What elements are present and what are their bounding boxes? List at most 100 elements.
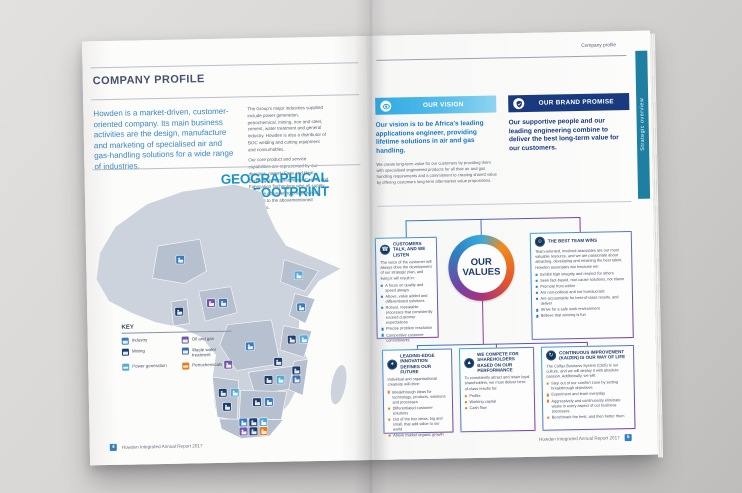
- banner-row: OUR VISION OUR BRAND PROMISE: [375, 92, 630, 115]
- right-page: Company profile Strategic overview OUR V…: [365, 30, 659, 460]
- value-box-title: LEADING-EDGE INNOVATION DEFINES OUR FUTU…: [400, 352, 435, 375]
- value-box-bullets: Exhibit high integrity and respect for o…: [535, 270, 628, 318]
- petrochemicals-marker-icon: [259, 427, 268, 436]
- open-annual-report: COMPANY PROFILE Howden is a market-drive…: [81, 30, 659, 466]
- key-label: Petrochemicals: [192, 361, 223, 367]
- value-box-kaizen: ↻ CONTINUOUS IMPROVEMENT (KAIZEN) IS OUR…: [540, 344, 636, 431]
- customers-talk-icon: ☎: [379, 244, 391, 255]
- value-box-title: CONTINUOUS IMPROVEMENT (KAIZEN) IS OUR W…: [559, 349, 626, 361]
- value-box-body: To consistently attract and retain loyal…: [464, 374, 530, 391]
- divider: [377, 200, 632, 207]
- key-item: Industry: [121, 337, 174, 345]
- power-marker-icon: [276, 375, 285, 384]
- vision-body-text: We create long-term value for our custom…: [376, 159, 497, 185]
- eye-icon: [380, 100, 392, 112]
- key-items: Industry Mining Power generation Oil and ga…: [121, 336, 234, 371]
- mining-marker-icon: [252, 398, 262, 407]
- industry-icon: [121, 337, 129, 345]
- value-box-bullets: Breakthrough ideas for technology, produ…: [388, 388, 449, 438]
- page-number: 5: [624, 434, 632, 442]
- team-icon: ☺: [534, 236, 546, 247]
- left-page: COMPANY PROFILE Howden is a market-drive…: [81, 36, 375, 466]
- mining-icon: [121, 348, 130, 356]
- divider: [90, 62, 359, 69]
- bullet-item: Benchmark the best, and then better them: [547, 413, 630, 420]
- bullet-item: Cash flow: [465, 404, 530, 410]
- performance-icon: ▲: [464, 357, 475, 368]
- mining-marker-icon: [287, 335, 296, 344]
- vision-column: Our vision is to be Africa's leading app…: [376, 120, 498, 186]
- africa-map: [87, 176, 370, 443]
- bullet-item: Out of the box ideas, big and small, tha…: [388, 416, 448, 432]
- key-label: Mining: [131, 348, 145, 354]
- key-item: Petrochemicals: [182, 361, 234, 370]
- industry-marker-icon: [176, 255, 185, 264]
- map-key: KEY Industry Mining Power generation Oil an…: [121, 322, 234, 371]
- brand-promise-lead-text: Our supportive people and our leading en…: [508, 117, 619, 153]
- mining-marker-icon: [175, 307, 184, 316]
- divider: [376, 55, 627, 61]
- mining-marker-icon: [222, 402, 232, 411]
- power-marker-icon: [259, 418, 268, 427]
- mining-marker-icon: [249, 418, 258, 427]
- page-title: COMPANY PROFILE: [92, 73, 205, 88]
- lead-row: Our vision is to be Africa's leading app…: [376, 117, 631, 185]
- country-namibia: [212, 376, 239, 421]
- brand-promise-banner: OUR BRAND PROMISE: [508, 92, 630, 113]
- footer-text: Howden Integrated Annual Report 2017: [538, 435, 620, 442]
- mining-marker-icon: [249, 427, 258, 436]
- mining-marker-icon: [292, 366, 301, 375]
- value-box-body: The voice of the customer will always dr…: [380, 258, 432, 281]
- industry-marker-icon: [245, 342, 254, 351]
- running-header: Company profile: [581, 43, 617, 49]
- value-box-shareholders: ▲ WE COMPETE FOR SHAREHOLDERS BASED ON O…: [458, 346, 536, 433]
- value-box-bullets: Step out of our comfort zone by setting …: [547, 379, 631, 420]
- oil_gas-icon: [181, 336, 189, 344]
- bullet-item: Step out of our comfort zone by setting …: [547, 379, 630, 391]
- connector-line: [480, 218, 482, 235]
- key-label: Waste water treatment: [191, 346, 217, 358]
- connector-line: [482, 300, 484, 344]
- industry-marker-icon: [239, 418, 248, 427]
- industry-marker-icon: [297, 303, 306, 312]
- section-tab-strategic-overview: Strategic overview: [635, 50, 651, 199]
- key-title: KEY: [121, 322, 232, 334]
- key-label: Oil and gas: [191, 336, 214, 342]
- bullet-item: Breakthrough ideas for technology, produ…: [388, 388, 448, 404]
- key-item: Mining: [121, 348, 174, 360]
- key-item: Power generation: [122, 362, 174, 371]
- bullet-item: Precise problem resolution: [382, 325, 434, 331]
- connector-line: [405, 220, 407, 238]
- brand-promise-title: OUR BRAND PROMISE: [538, 98, 615, 107]
- value-box-title: WE COMPETE FOR SHAREHOLDERS BASED ON OUR…: [477, 351, 519, 373]
- value-box-customers-talk: ☎ CUSTOMERS TALK, AND WE LISTEN The voic…: [374, 236, 439, 342]
- vision-lead-text: Our vision is to be Africa's leading app…: [375, 119, 484, 155]
- page-number: 4: [109, 443, 117, 452]
- madagascar-shape: [330, 364, 347, 405]
- values-ring-label: OUR VALUES: [456, 242, 507, 293]
- divider: [91, 94, 360, 101]
- key-item: Waste water treatment: [181, 346, 234, 359]
- right-footer: Howden Integrated Annual Report 2017 5: [539, 434, 632, 443]
- bullet-item: Above market organic growth: [389, 432, 449, 438]
- key-item: Oil and gas: [181, 336, 234, 344]
- power-marker-icon: [294, 271, 303, 280]
- bullet-item: Are accountable for best-of-class result…: [536, 294, 628, 306]
- vision-title: OUR VISION: [422, 101, 464, 109]
- key-label: Industry: [131, 337, 148, 343]
- brand-promise-column: Our supportive people and our leading en…: [509, 117, 631, 183]
- key-label: Power generation: [132, 362, 167, 369]
- innovation-icon: ✶: [387, 359, 398, 370]
- value-box-title: CUSTOMERS TALK, AND WE LISTEN: [392, 241, 426, 258]
- bullet-item: A focus on quality and speed always: [381, 282, 433, 293]
- industry-marker-icon: [264, 397, 274, 407]
- oil_gas-marker-icon: [239, 427, 248, 436]
- waste_water-marker-icon: [218, 298, 228, 307]
- petrochemicals-icon: [182, 362, 190, 370]
- oil_gas-marker-icon: [206, 298, 216, 308]
- shield-check-icon: [513, 98, 525, 110]
- value-box-innovation: ✶ LEADING-EDGE INNOVATION DEFINES OUR FU…: [381, 348, 454, 438]
- continuous-improvement-icon: ↻: [546, 350, 557, 361]
- vision-banner: OUR VISION: [375, 95, 497, 115]
